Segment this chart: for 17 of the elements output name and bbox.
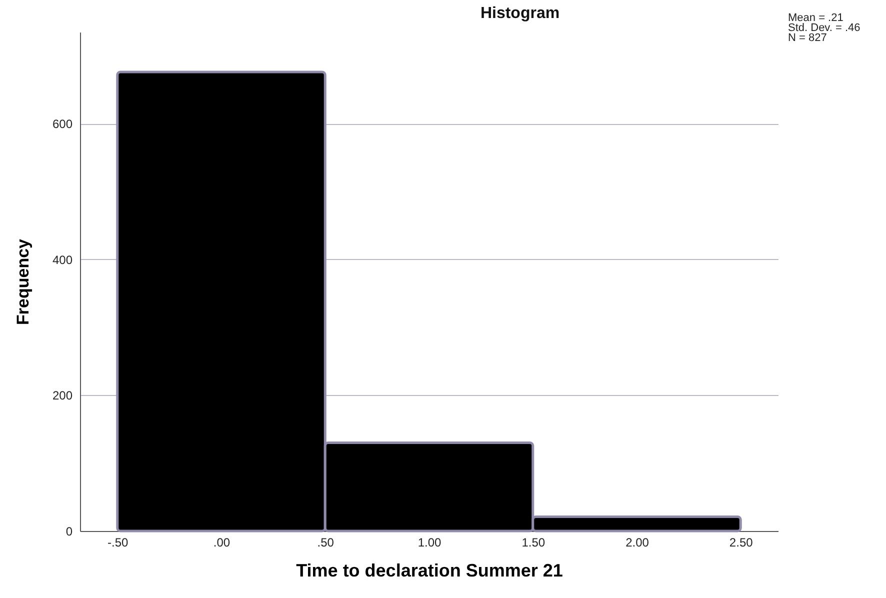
x-tick-label: 1.50 (522, 536, 546, 550)
text: Std. Dev. = .46 (788, 22, 860, 34)
x-tick-label: .50 (317, 536, 334, 550)
chart-title: Histogram (480, 5, 560, 22)
x-axis-title: Time to declaration Summer 21 (296, 560, 563, 580)
text: Mean = .21 (788, 12, 844, 24)
x-tick-label: 1.00 (418, 536, 442, 550)
y-tick-label: 400 (52, 252, 73, 267)
x-tick-label: 2.50 (729, 536, 754, 550)
text: N = 827 (788, 32, 827, 44)
x-tick-label: .00 (213, 536, 230, 550)
x-tick-label: -.50 (108, 536, 129, 550)
y-axis-title: Frequency (13, 238, 32, 325)
y-tick-label: 200 (52, 388, 73, 403)
y-tick-label: 600 (52, 117, 73, 132)
y-tick-label: 0 (66, 524, 73, 538)
x-tick-label: 2.00 (626, 536, 650, 550)
